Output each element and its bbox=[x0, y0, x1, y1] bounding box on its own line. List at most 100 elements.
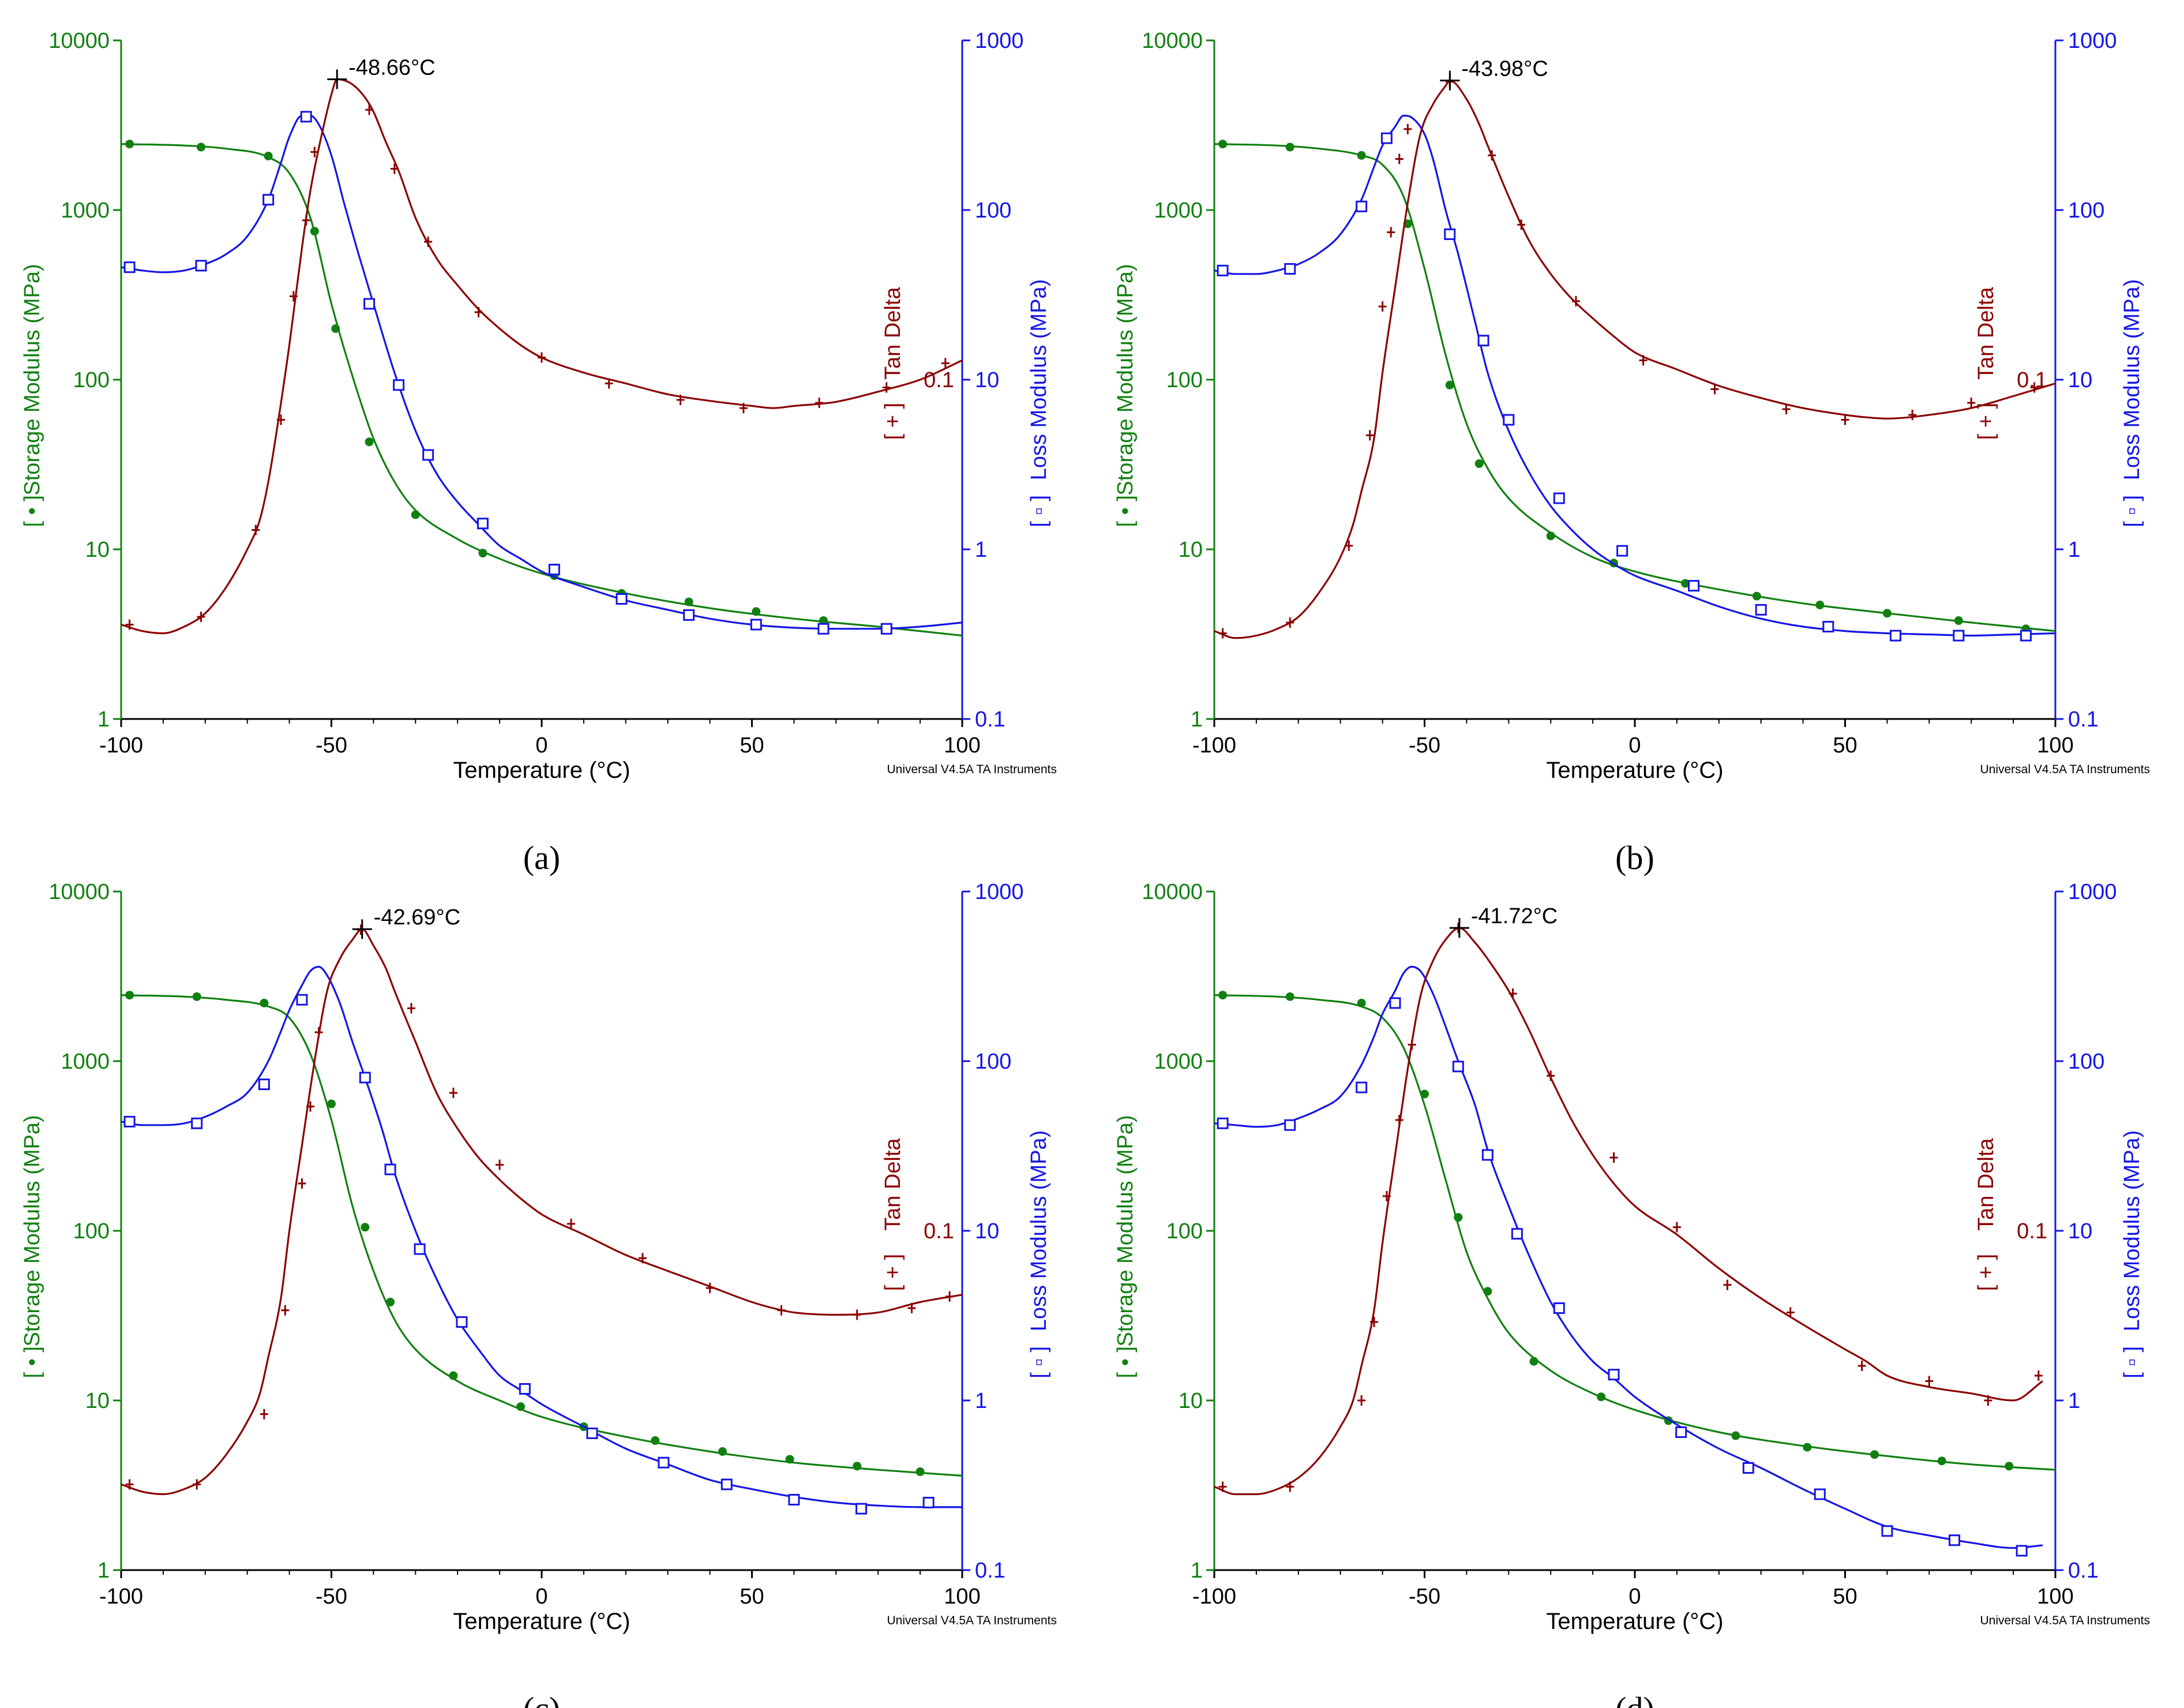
storage-point bbox=[684, 597, 693, 606]
loss-point bbox=[123, 1115, 136, 1128]
tan-axis-title: [ + ] Tan Delta bbox=[881, 287, 905, 440]
loss-modulus-series bbox=[121, 965, 962, 1515]
left-tick-label: 10000 bbox=[48, 29, 110, 53]
tan-point bbox=[302, 215, 310, 226]
peak-marker bbox=[1440, 70, 1460, 91]
right-axis-title: [ ▫ ] Loss Modulus (MPa) bbox=[2120, 1130, 2144, 1379]
axes: -100 -50 0 50 100 Temperature (°C) Universal V… bbox=[1113, 880, 2150, 1634]
tan-point bbox=[474, 307, 483, 318]
x-tick-label: 100 bbox=[944, 1585, 980, 1609]
tan-delta-line bbox=[1214, 927, 2043, 1496]
storage-point bbox=[651, 1436, 660, 1445]
x-axis-label: Temperature (°C) bbox=[453, 1609, 630, 1634]
storage-modulus-series bbox=[121, 991, 963, 1477]
left-tick-label: 1 bbox=[97, 707, 110, 732]
storage-modulus-line bbox=[1214, 994, 2056, 1471]
tan-point bbox=[2034, 1370, 2043, 1381]
x-tick-label: -50 bbox=[316, 1585, 347, 1609]
tan-point bbox=[1609, 1152, 1618, 1163]
storage-point bbox=[1285, 143, 1294, 152]
tan-point bbox=[1908, 410, 1917, 421]
loss-point bbox=[1356, 200, 1368, 212]
loss-point bbox=[1452, 1061, 1464, 1073]
footer-text: Universal V4.5A TA Instruments bbox=[1980, 1614, 2150, 1627]
right-tick-label: 0.1 bbox=[2068, 707, 2099, 732]
loss-point bbox=[1889, 630, 1901, 642]
tan-point bbox=[882, 382, 891, 393]
tan-point bbox=[941, 358, 950, 369]
peak-annotation: -43.98°C bbox=[1461, 57, 1548, 81]
right-tick-label: 1 bbox=[2068, 1389, 2080, 1413]
storage-point bbox=[718, 1447, 727, 1456]
loss-point bbox=[1822, 621, 1834, 633]
x-tick-label: 50 bbox=[1833, 1585, 1857, 1609]
tan-point bbox=[1723, 1279, 1732, 1290]
peak-annotation: -41.72°C bbox=[1471, 904, 1558, 928]
loss-point bbox=[414, 1243, 426, 1255]
storage-point bbox=[1285, 992, 1294, 1001]
panel-label: (d) bbox=[1615, 1690, 1654, 1708]
tan-point bbox=[306, 1101, 315, 1112]
loss-point bbox=[1503, 414, 1515, 426]
loss-point bbox=[476, 518, 489, 530]
tan-point bbox=[1387, 227, 1395, 238]
tan-point bbox=[853, 1309, 861, 1320]
loss-point bbox=[1688, 580, 1700, 592]
tan-point bbox=[365, 104, 374, 115]
left-tick-label: 10 bbox=[1179, 1389, 1203, 1413]
storage-modulus-line bbox=[1214, 143, 2056, 632]
right-axis-label: Loss Modulus (MPa) bbox=[2120, 1130, 2144, 1331]
loss-point bbox=[1284, 263, 1296, 275]
tan-point bbox=[1370, 1317, 1379, 1328]
loss-point bbox=[1477, 335, 1489, 347]
x-tick-label: 100 bbox=[944, 733, 980, 758]
x-tick-label: 50 bbox=[1833, 733, 1857, 758]
right-tick-label: 10 bbox=[975, 1219, 999, 1243]
storage-point bbox=[853, 1462, 862, 1471]
x-tick-label: -50 bbox=[1409, 733, 1440, 758]
left-axis-title: [ • ]Storage Modulus (MPa) bbox=[20, 264, 44, 527]
loss-modulus-line bbox=[121, 114, 963, 630]
right-tick-label: 100 bbox=[2068, 1050, 2104, 1074]
left-tick-label: 10 bbox=[85, 1389, 110, 1413]
tan-delta-series bbox=[1214, 923, 2043, 1496]
tan-point bbox=[1395, 1114, 1404, 1125]
loss-point bbox=[1389, 997, 1401, 1009]
loss-modulus-line bbox=[1214, 114, 2056, 637]
tan-point bbox=[1786, 1307, 1795, 1318]
tan-point bbox=[1517, 219, 1526, 230]
tan-delta-line bbox=[121, 78, 963, 635]
x-tick-label: -100 bbox=[1192, 733, 1236, 758]
right-tick-label: 1000 bbox=[975, 29, 1024, 53]
left-tick-label: 10 bbox=[85, 538, 110, 562]
tan-point bbox=[1710, 384, 1719, 395]
x-tick-label: 100 bbox=[2037, 733, 2073, 758]
left-tick-label: 100 bbox=[73, 1219, 110, 1243]
storage-point bbox=[125, 140, 134, 149]
loss-point bbox=[1949, 1534, 1961, 1546]
tan-point bbox=[310, 147, 319, 158]
loss-point bbox=[1616, 545, 1628, 557]
tan-axis-label: Tan Delta bbox=[1974, 1138, 1998, 1231]
storage-point bbox=[1815, 600, 1825, 609]
axes: -100 -50 0 50 100 Temperature (°C) Universal V… bbox=[20, 880, 1057, 1634]
loss-point bbox=[750, 619, 762, 631]
tan-point bbox=[1357, 1395, 1366, 1406]
loss-point bbox=[1553, 492, 1565, 504]
loss-modulus-line bbox=[1214, 965, 2043, 1549]
right-axis-title: [ ▫ ] Loss Modulus (MPa) bbox=[2120, 279, 2144, 527]
loss-modulus-series bbox=[1214, 114, 2056, 642]
left-tick-label: 100 bbox=[1166, 1219, 1203, 1243]
storage-point bbox=[1483, 1287, 1492, 1296]
storage-point bbox=[411, 510, 420, 519]
tan-point bbox=[706, 1283, 714, 1294]
storage-point bbox=[1218, 140, 1228, 149]
right-axis-label: Loss Modulus (MPa) bbox=[1027, 1130, 1051, 1331]
tan-point bbox=[125, 619, 134, 630]
panel-label: (b) bbox=[1615, 839, 1654, 877]
tan-delta-series bbox=[121, 78, 963, 635]
x-tick-label: -50 bbox=[1409, 1585, 1440, 1609]
tan-point bbox=[1395, 153, 1404, 164]
tan-point bbox=[815, 398, 824, 409]
